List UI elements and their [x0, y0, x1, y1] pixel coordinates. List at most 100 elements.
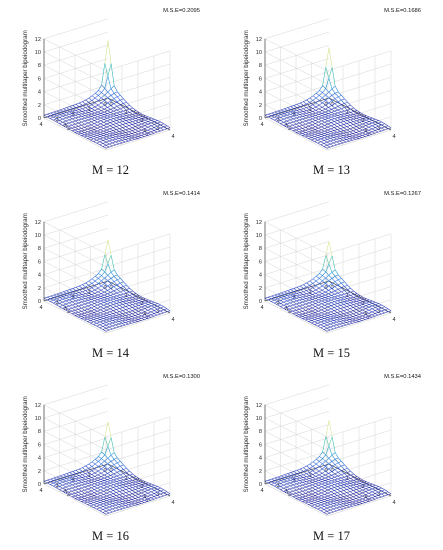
- surface-mesh-line: [94, 470, 99, 474]
- surface-mesh-line: [100, 303, 104, 306]
- grid-line: [264, 397, 330, 419]
- surface-mesh-line: [321, 496, 325, 499]
- surface-mesh-line: [298, 133, 303, 136]
- surface-mesh-line: [333, 134, 338, 137]
- y-axis-label: λ2: [285, 488, 291, 497]
- surface-mesh-line: [110, 107, 114, 110]
- surface-mesh-line: [320, 137, 325, 140]
- surface-mesh-line: [327, 312, 331, 315]
- surface-mesh-line: [116, 467, 121, 471]
- surface-mesh-line: [100, 476, 105, 479]
- surface-mesh-line: [333, 144, 337, 147]
- surface-mesh-line: [135, 131, 139, 133]
- surface-mesh-line: [100, 297, 105, 299]
- surface-mesh-line: [359, 309, 363, 312]
- surface-mesh-line: [324, 489, 329, 492]
- surface-mesh-line: [101, 472, 105, 476]
- surface-mesh-line: [107, 278, 112, 282]
- surface-mesh-line: [359, 116, 364, 118]
- surface-mesh-line: [355, 502, 360, 504]
- surface-mesh-line: [94, 287, 99, 291]
- surface-mesh-line: [331, 85, 336, 90]
- surface-mesh-line: [135, 297, 139, 300]
- surface-mesh-line: [381, 307, 385, 311]
- surface-mesh-line: [131, 136, 135, 139]
- surface-mesh-line: [305, 502, 309, 505]
- grid-line: [43, 384, 109, 406]
- surface-mesh-line: [318, 117, 322, 120]
- surface-mesh-line: [119, 482, 124, 485]
- surface-mesh-line: [163, 489, 168, 492]
- surface-mesh-line: [334, 487, 338, 490]
- surface-mesh-line: [362, 494, 366, 497]
- surface-mesh-line: [147, 304, 152, 307]
- surface-mesh-line: [75, 112, 79, 115]
- surface-mesh-line: [148, 116, 152, 119]
- surface-mesh-line: [101, 100, 105, 104]
- surface-mesh-line: [346, 494, 350, 497]
- surface-mesh-line: [110, 466, 115, 470]
- surface-mesh-line: [118, 318, 123, 322]
- surface-mesh-line: [113, 106, 118, 109]
- surface-mesh-line: [353, 121, 357, 124]
- surface-mesh-line: [104, 108, 108, 112]
- surface-mesh-line: [84, 298, 89, 301]
- mse-annotation: M.S.E=0.2095: [163, 8, 200, 14]
- surface-mesh-line: [312, 118, 316, 121]
- surface-mesh-line: [365, 491, 370, 494]
- surface-mesh-line: [371, 128, 376, 131]
- surface-mesh-line: [352, 498, 357, 500]
- surface-mesh-line: [87, 497, 91, 500]
- surface-mesh-line: [309, 285, 313, 288]
- surface-mesh-line: [323, 323, 328, 326]
- surface-mesh-line: [134, 138, 139, 140]
- surface-mesh-line: [317, 502, 322, 504]
- surface-mesh-line: [343, 134, 347, 136]
- surface-mesh-line: [356, 302, 360, 304]
- surface-mesh-line: [81, 117, 86, 120]
- y-tick-label: 4: [39, 305, 42, 311]
- surface-mesh-line: [131, 500, 136, 503]
- surface-mesh-line: [47, 478, 51, 481]
- surface-mesh-line: [115, 501, 120, 503]
- surface-mesh-line: [87, 315, 91, 318]
- surface-mesh-line: [368, 305, 373, 308]
- surface-mesh-line: [340, 314, 344, 317]
- surface-mesh-line: [317, 325, 321, 329]
- surface-mesh-line: [308, 316, 312, 319]
- surface-mesh-line: [97, 285, 102, 289]
- surface-mesh-line: [104, 291, 108, 295]
- surface-mesh-line: [104, 88, 109, 93]
- surface-mesh-line: [104, 280, 108, 284]
- surface-mesh-line: [110, 469, 115, 472]
- surface-mesh-line: [110, 459, 115, 462]
- surface-mesh-line: [359, 131, 363, 134]
- surface-mesh-line: [87, 125, 92, 129]
- surface-mesh-line: [312, 112, 316, 115]
- surface-mesh-line: [75, 295, 79, 298]
- surface-mesh-line: [330, 316, 334, 319]
- surface-mesh-line: [292, 127, 297, 131]
- surface-mesh-line: [277, 111, 281, 114]
- surface-mesh-line: [355, 502, 360, 505]
- surface-mesh-line: [88, 118, 92, 121]
- surface-mesh-line: [302, 295, 307, 298]
- surface-mesh-line: [336, 502, 341, 505]
- surface-mesh-line: [71, 495, 76, 497]
- surface-mesh-line: [343, 120, 348, 122]
- surface-mesh-line: [311, 132, 315, 135]
- surface-mesh-line: [306, 290, 310, 293]
- surface-mesh-line: [103, 126, 107, 129]
- surface-mesh-line: [343, 118, 348, 121]
- surface-mesh-line: [81, 129, 85, 132]
- surface-mesh-line: [328, 115, 332, 118]
- surface-mesh-line: [381, 126, 385, 129]
- surface-mesh-line: [100, 477, 105, 480]
- surface-mesh-line: [107, 76, 112, 89]
- surface-mesh-line: [91, 482, 95, 485]
- surface-mesh-line: [274, 484, 278, 487]
- surface-mesh-line: [347, 117, 351, 119]
- surface-mesh-line: [318, 118, 322, 121]
- surface-mesh-line: [324, 120, 329, 123]
- surface-mesh-line: [302, 496, 306, 499]
